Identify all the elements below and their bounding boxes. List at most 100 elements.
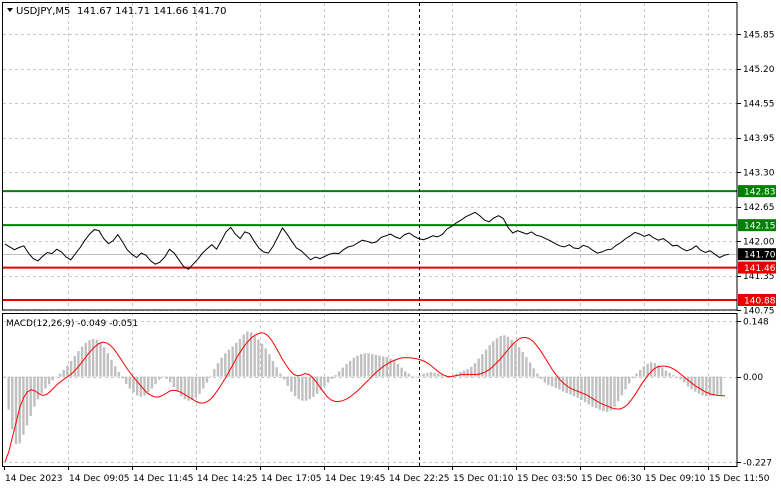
macd-histogram-bar xyxy=(143,376,146,396)
grid xyxy=(3,3,737,466)
macd-histogram-bar xyxy=(125,376,128,385)
x-tick-label: 14 Dec 09:05 xyxy=(69,474,130,484)
macd-histogram-bar xyxy=(569,376,572,395)
macd-histogram-bar xyxy=(712,376,715,396)
macd-histogram-bar xyxy=(235,342,238,377)
macd-histogram-bar xyxy=(319,376,322,391)
macd-histogram-bar xyxy=(202,376,205,389)
current-price-tag xyxy=(738,248,776,261)
macd-histogram-bar xyxy=(187,376,190,401)
ohlc-label: 141.67 141.71 141.66 141.70 xyxy=(77,6,227,17)
macd-histogram-bar xyxy=(492,341,495,377)
macd-histogram-bar xyxy=(371,354,374,377)
macd-histogram-bar xyxy=(209,375,212,377)
macd-histogram-bar xyxy=(315,376,319,394)
macd-histogram-bar xyxy=(69,360,73,377)
main-panel-frame xyxy=(2,2,738,311)
x-tick-label: 14 Dec 19:45 xyxy=(325,474,386,484)
macd-histogram-bar xyxy=(150,376,154,389)
level-price-label: 141.46 xyxy=(744,264,776,274)
macd-histogram-bar xyxy=(477,358,480,377)
macd-histogram-bar xyxy=(591,376,594,407)
macd-histogram-bar xyxy=(312,376,315,397)
macd-histogram-bar xyxy=(415,376,418,378)
macd-histogram-bar xyxy=(213,369,216,377)
macd-histogram-bar xyxy=(304,376,308,401)
macd-histogram-bar xyxy=(11,376,14,430)
macd-histogram-bar xyxy=(345,363,348,377)
macd-histogram-bar xyxy=(716,376,719,395)
macd-histogram-bar xyxy=(3,376,7,378)
x-tick-label: 14 Dec 11:45 xyxy=(133,474,194,484)
macd-histogram-bar xyxy=(587,376,590,405)
macd-histogram-bar xyxy=(433,372,436,377)
macd-histogram-bar xyxy=(44,376,47,389)
macd-histogram-bar xyxy=(14,376,18,445)
macd-histogram-bar xyxy=(506,336,510,377)
macd-histogram-bar xyxy=(55,376,58,378)
macd-histogram-bar xyxy=(411,375,414,377)
x-tick-label: 14 Dec 22:25 xyxy=(389,474,450,484)
macd-panel-frame xyxy=(2,313,738,467)
macd-histogram-bar xyxy=(470,366,473,377)
macd-histogram-bar xyxy=(337,371,341,377)
level-price-label: 142.15 xyxy=(744,222,776,232)
macd-histogram-bar xyxy=(679,376,682,380)
dropdown-triangle-icon[interactable] xyxy=(7,8,13,12)
macd-histogram-bar xyxy=(183,376,187,400)
macd-histogram-bar xyxy=(510,339,513,377)
macd-histogram-bar xyxy=(393,360,396,377)
y-tick-label: 141.35 xyxy=(743,272,775,282)
y-tick-label: 144.55 xyxy=(743,100,775,110)
macd-histogram-bar xyxy=(719,376,723,395)
macd-histogram-bar xyxy=(646,363,649,377)
macd-signal-line xyxy=(4,332,725,463)
x-tick-label: 14 Dec 17:05 xyxy=(261,474,322,484)
macd-histogram-bar xyxy=(536,373,539,377)
macd-histogram-bar xyxy=(77,351,80,377)
price-series xyxy=(4,3,730,466)
macd-histogram-bar xyxy=(363,353,366,377)
macd-histogram-bar xyxy=(198,376,201,394)
macd-histogram-bar xyxy=(617,376,620,402)
macd-histogram-bar xyxy=(521,351,524,377)
x-tick-label: 15 Dec 06:30 xyxy=(581,474,642,484)
y-tick-label: 140.75 xyxy=(743,307,775,317)
macd-histogram-bar xyxy=(609,376,612,411)
macd-histogram-bar xyxy=(132,376,135,393)
macd-histogram-bar xyxy=(106,353,109,377)
macd-histogram-bar xyxy=(466,369,469,377)
macd-histogram-bar xyxy=(91,339,95,377)
level-price-tag xyxy=(738,293,776,306)
macd-histogram-bar xyxy=(323,376,326,387)
macd-histogram-bar xyxy=(360,354,363,377)
macd-histogram-bar xyxy=(583,376,587,403)
macd-histogram-bar xyxy=(7,376,10,410)
macd-histogram-bar xyxy=(664,370,668,377)
macd-histogram-bar xyxy=(550,376,554,387)
macd-histogram-bar xyxy=(525,357,528,377)
x-tick-label: 15 Dec 09:10 xyxy=(645,474,706,484)
chart-frame xyxy=(2,2,738,467)
macd-histogram-bar xyxy=(260,343,264,377)
macd-histogram-bar xyxy=(297,376,300,400)
macd-histogram-bar xyxy=(169,376,172,383)
macd-histogram-bar xyxy=(539,376,543,379)
macd-histogram-bar xyxy=(95,339,98,377)
macd-histogram-bar xyxy=(481,354,484,377)
macd-histogram-bar xyxy=(172,376,176,388)
macd-histogram-bar xyxy=(253,336,256,377)
macd-histogram-bar xyxy=(180,376,183,397)
macd-histogram-bar xyxy=(102,347,106,377)
macd-histogram-bar xyxy=(275,367,278,377)
macd-histogram-bar xyxy=(128,376,131,389)
x-tick-label: 15 Dec 11:50 xyxy=(709,474,770,484)
macd-histogram-bar xyxy=(326,376,330,383)
macd-histogram-bar xyxy=(47,376,51,385)
macd-histogram-bar xyxy=(495,338,499,377)
macd-histogram-bar xyxy=(308,376,311,400)
macd-histogram-bar xyxy=(598,376,601,410)
macd-histogram-bar xyxy=(268,354,271,377)
macd-histogram-bar xyxy=(661,367,664,377)
